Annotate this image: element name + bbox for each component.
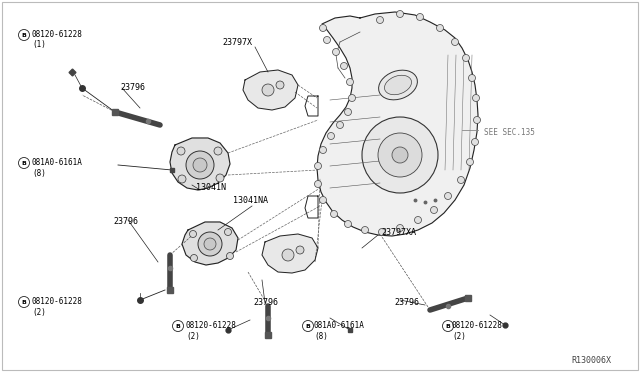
- Text: (2): (2): [452, 332, 466, 341]
- Text: (2): (2): [186, 332, 200, 341]
- Text: 08120-61228: 08120-61228: [32, 30, 83, 39]
- Text: (8): (8): [32, 169, 46, 178]
- Circle shape: [472, 138, 479, 145]
- Circle shape: [19, 157, 29, 169]
- Circle shape: [319, 25, 326, 32]
- Circle shape: [445, 192, 451, 199]
- Text: (1): (1): [32, 40, 46, 49]
- Circle shape: [378, 228, 385, 235]
- Polygon shape: [262, 234, 318, 273]
- Text: (2): (2): [32, 308, 46, 317]
- Circle shape: [397, 224, 403, 231]
- Text: SEE SEC.135: SEE SEC.135: [484, 128, 535, 137]
- Circle shape: [472, 94, 479, 102]
- Circle shape: [346, 78, 353, 86]
- Text: B: B: [22, 299, 26, 305]
- Text: 23796: 23796: [253, 298, 278, 307]
- Circle shape: [282, 249, 294, 261]
- Circle shape: [333, 48, 339, 55]
- Text: 23796: 23796: [394, 298, 419, 307]
- Circle shape: [431, 206, 438, 214]
- Circle shape: [189, 231, 196, 237]
- Circle shape: [296, 246, 304, 254]
- Text: 23797X: 23797X: [222, 38, 252, 47]
- Polygon shape: [317, 12, 478, 236]
- Text: B: B: [22, 32, 26, 38]
- Circle shape: [227, 253, 234, 260]
- Circle shape: [468, 74, 476, 81]
- Ellipse shape: [385, 75, 412, 95]
- Circle shape: [467, 158, 474, 166]
- Text: 23797XA: 23797XA: [381, 228, 416, 237]
- Circle shape: [458, 176, 465, 183]
- Circle shape: [19, 296, 29, 308]
- Circle shape: [314, 163, 321, 170]
- Circle shape: [186, 151, 214, 179]
- Circle shape: [303, 321, 314, 331]
- Circle shape: [349, 94, 355, 102]
- Circle shape: [417, 13, 424, 20]
- Circle shape: [415, 217, 422, 224]
- Circle shape: [323, 36, 330, 44]
- Circle shape: [262, 84, 274, 96]
- Polygon shape: [182, 222, 238, 265]
- Circle shape: [19, 29, 29, 41]
- Text: 13041NA: 13041NA: [233, 196, 268, 205]
- Text: 23796: 23796: [113, 217, 138, 226]
- Circle shape: [442, 321, 454, 331]
- Circle shape: [362, 117, 438, 193]
- Text: 23796: 23796: [120, 83, 145, 92]
- Text: B: B: [445, 324, 451, 328]
- Ellipse shape: [379, 70, 417, 100]
- Circle shape: [198, 232, 222, 256]
- Text: 08120-61228: 08120-61228: [32, 297, 83, 306]
- Circle shape: [344, 221, 351, 228]
- Text: B: B: [175, 324, 180, 328]
- Circle shape: [319, 196, 326, 203]
- Circle shape: [340, 62, 348, 70]
- Circle shape: [330, 211, 337, 218]
- Circle shape: [193, 158, 207, 172]
- Text: 081A0-6161A: 081A0-6161A: [32, 158, 83, 167]
- Circle shape: [178, 175, 186, 183]
- Text: (8): (8): [314, 332, 328, 341]
- Circle shape: [314, 180, 321, 187]
- Circle shape: [474, 116, 481, 124]
- Circle shape: [463, 55, 470, 61]
- Text: 081A0-6161A: 081A0-6161A: [314, 321, 365, 330]
- Circle shape: [376, 16, 383, 23]
- Circle shape: [397, 10, 403, 17]
- Circle shape: [344, 109, 351, 115]
- Circle shape: [191, 254, 198, 262]
- Polygon shape: [170, 138, 230, 190]
- Circle shape: [392, 147, 408, 163]
- Circle shape: [225, 228, 232, 235]
- Text: 13041N: 13041N: [196, 183, 226, 192]
- Circle shape: [216, 174, 224, 182]
- Polygon shape: [243, 70, 298, 110]
- Circle shape: [276, 81, 284, 89]
- Circle shape: [173, 321, 184, 331]
- Circle shape: [436, 25, 444, 32]
- Circle shape: [451, 38, 458, 45]
- Text: B: B: [22, 160, 26, 166]
- Circle shape: [328, 132, 335, 140]
- Text: R130006X: R130006X: [571, 356, 611, 365]
- Circle shape: [177, 147, 185, 155]
- Circle shape: [378, 133, 422, 177]
- Text: B: B: [305, 324, 310, 328]
- Text: 08120-61228: 08120-61228: [186, 321, 237, 330]
- Circle shape: [214, 147, 222, 155]
- Circle shape: [362, 227, 369, 234]
- Circle shape: [337, 122, 344, 128]
- Circle shape: [319, 147, 326, 154]
- Circle shape: [204, 238, 216, 250]
- Text: 08120-61228: 08120-61228: [452, 321, 503, 330]
